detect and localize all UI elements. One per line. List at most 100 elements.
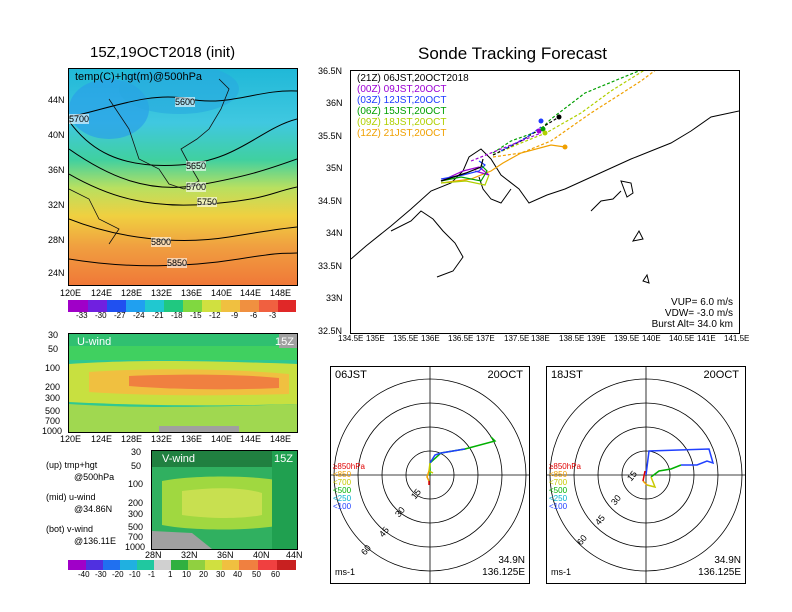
note-up-b: @500hPa [74,472,115,482]
map-500hpa-label: temp(C)+hgt(m)@500hPa [75,71,203,83]
lat-tick: 32N [181,550,198,560]
level-item: <700 [549,478,568,487]
lat-tick: 36N [217,550,234,560]
param-burst: Burst Alt= 34.0 km [651,319,733,330]
p-tick: 30 [131,447,142,457]
p-tick: 50 [131,461,142,471]
level-legend: ≥850hPa <850 <700 <500 <250 <100 [549,463,581,511]
note-mid-b: @34.86N [74,504,113,514]
uwind-svg [69,334,297,432]
hodo2-lon: 136.125E [698,567,741,578]
colorbar-label: 40 [233,570,242,579]
lon-tick: 128E [121,434,143,444]
lat-tick: 33.5N [318,261,343,271]
p-tick: 1000 [42,426,63,436]
uwind-label: U-wind [77,336,112,348]
lat-tick: 36N [48,165,65,175]
hodo2-time: 18JST [551,369,583,381]
colorbar-label: -6 [250,311,258,320]
p-tick: 200 [128,498,144,508]
lon-tick: 135.5E [393,334,419,343]
launch-item: (00Z) 09JST,20OCT [357,84,447,95]
lat-tick: 40N [48,130,65,140]
contour-label: 5700 [186,182,207,192]
lon-tick: 124E [91,434,113,444]
lon-tick: 135E [366,334,385,343]
lat-tick: 28N [145,550,162,560]
p-tick: 300 [45,393,61,403]
p-tick: 1000 [125,542,146,552]
colorbar-label: 60 [271,570,280,579]
colorbar-label: -21 [152,311,164,320]
p-tick: 100 [128,479,144,489]
launch-item: (12Z) 21JST,20OCT [357,128,447,139]
colorbar-label: -33 [76,311,88,320]
vwind-svg [152,451,297,549]
launch-item: (21Z) 06JST,20OCT2018 [357,73,469,84]
colorbar-label: -30 [95,570,107,579]
hodo1-lat: 34.9N [498,555,525,566]
hodograph-18jst-svg [547,367,745,583]
lon-tick: 140E [642,334,661,343]
hodograph-18jst: 18JST 20OCT 15 30 45 60 ≥850hPa <850 <70… [546,366,746,584]
contour-label: 5600 [175,97,196,107]
lon-tick: 144E [240,434,262,444]
level-item: <850 [333,470,352,479]
lon-tick: 141.5E [724,334,750,343]
contour-label: 5800 [151,237,172,247]
lon-tick: 132E [151,434,173,444]
level-item: <250 [333,494,352,503]
lat-tick: 34.5N [318,196,343,206]
lon-tick: 136E [181,434,203,444]
param-vdw: VDW= -3.0 m/s [664,308,733,319]
p-tick: 50 [48,344,59,354]
lon-tick: 148E [270,288,292,298]
lon-tick: 148E [270,434,292,444]
lon-tick: 144E [240,288,262,298]
lat-tick: 33N [326,293,343,303]
launch-item: (03Z) 12JST,20OCT [357,95,447,106]
hodo2-date: 20OCT [703,369,739,381]
note-mid-a: (mid) u-wind [46,492,96,502]
p-tick: 500 [128,522,144,532]
colorbar-label: -24 [133,311,145,320]
temp-colorbar [68,300,296,312]
lon-tick: 120E [60,434,82,444]
lon-tick: 137.5E [504,334,530,343]
lat-tick: 35.5N [318,131,343,141]
colorbar-label: -12 [209,311,221,320]
p-tick: 700 [45,416,61,426]
lat-tick: 32N [48,200,65,210]
track-lon-ticks: 134.5E 135E 135.5E 136E 136.5E 137E 137.… [338,334,758,346]
colorbar-label: -3 [269,311,277,320]
level-item: <100 [549,502,568,511]
hodo1-unit: ms-1 [335,567,355,577]
temp-colorbar-labels: -33 -30 -27 -24 -21 -18 -15 -12 -9 -6 -3 [76,311,304,323]
level-item: <700 [333,478,352,487]
lat-tick: 24N [48,268,65,278]
p-tick: 300 [128,509,144,519]
colorbar-label: 1 [168,570,173,579]
p-tick: 700 [128,532,144,542]
lon-tick: 124E [91,288,113,298]
params-box: VUP= 6.0 m/s VDW= -3.0 m/s Burst Alt= 34… [652,297,733,330]
right-title: Sonde Tracking Forecast [418,44,607,63]
lon-tick: 138E [531,334,550,343]
colorbar-label: -27 [114,311,126,320]
lon-tick: 134.5E [338,334,364,343]
track-map-panel: (21Z) 06JST,20OCT2018 (00Z) 09JST,20OCT … [350,70,740,334]
lon-tick: 140E [211,434,233,444]
lon-tick: 139.5E [614,334,640,343]
level-item: ≥850hPa [549,462,581,471]
launch-item: (09Z) 18JST,20OCT [357,117,447,128]
lat-tick: 32.5N [318,326,343,336]
lon-tick: 128E [121,288,143,298]
colorbar-label: 10 [182,570,191,579]
note-up-a: (up) tmp+hgt [46,460,98,470]
lon-tick: 136.5E [448,334,474,343]
level-item: <850 [549,470,568,479]
lon-tick: 132E [151,288,173,298]
level-item: <100 [333,502,352,511]
lat-tick: 44N [286,550,303,560]
level-item: <500 [549,486,568,495]
